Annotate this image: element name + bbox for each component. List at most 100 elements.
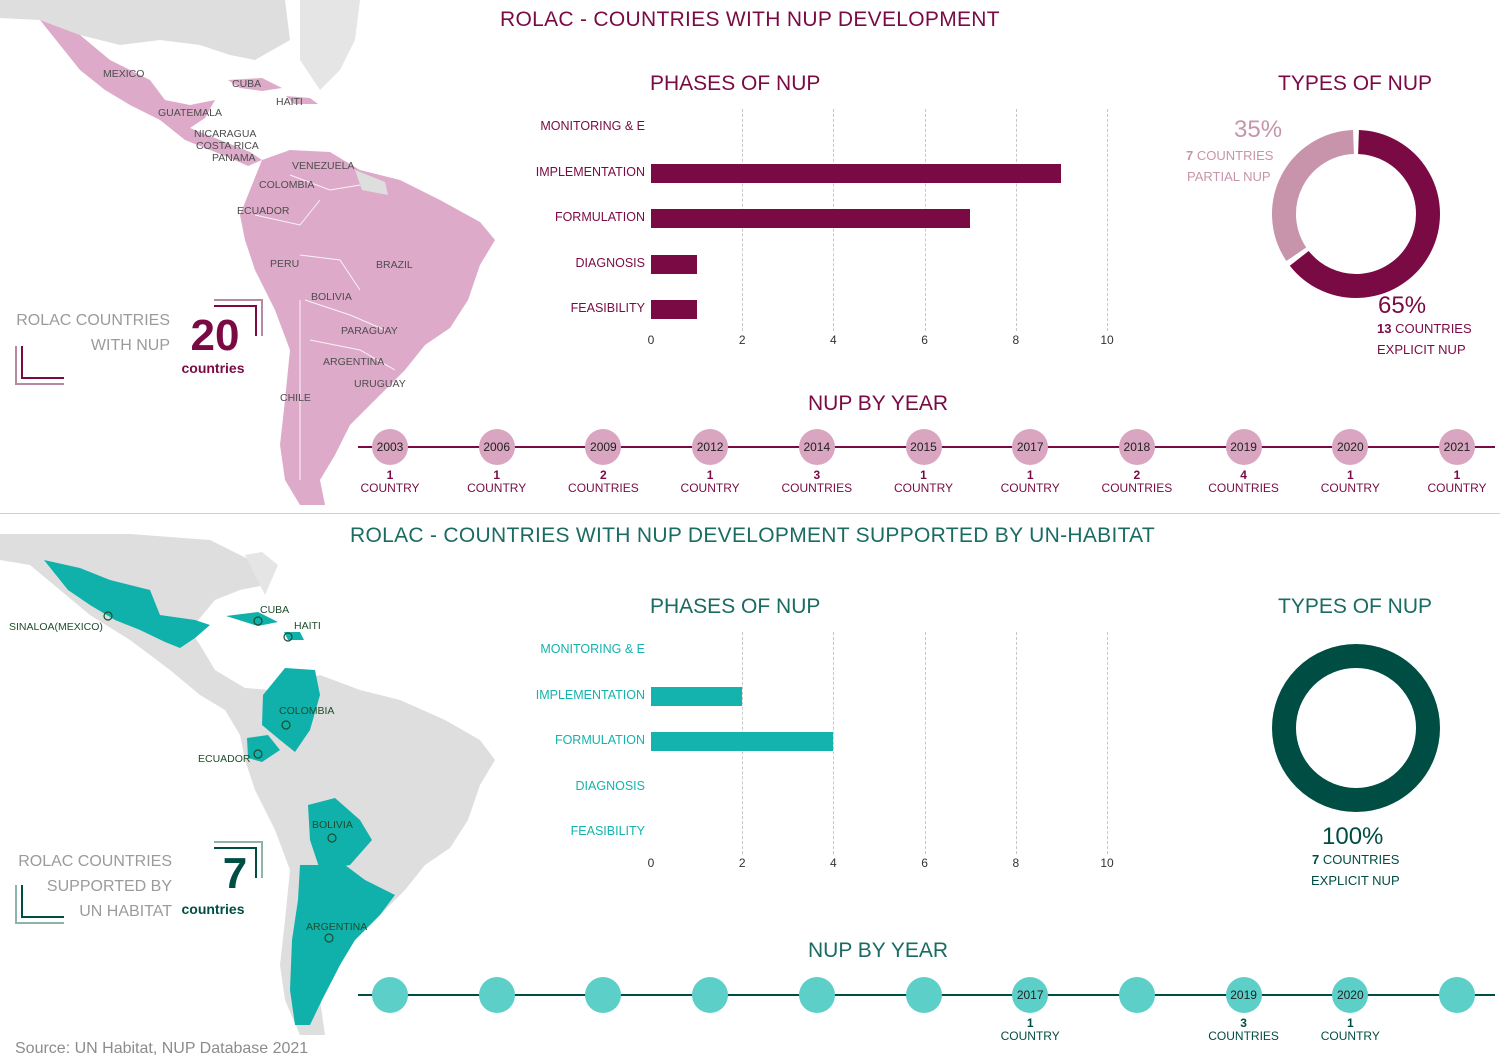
- year-count: 1 COUNTRY: [1305, 469, 1395, 495]
- map-label-costa-rica: COSTA RICA: [196, 140, 259, 152]
- year-count: 2 COUNTRIES: [1092, 469, 1182, 495]
- map-label-colombia: COLOMBIA: [259, 179, 315, 191]
- gridline: [1107, 109, 1108, 331]
- section-divider: [0, 513, 1500, 514]
- year-count-unit: COUNTRY: [1320, 1029, 1380, 1043]
- year-count-unit: COUNTRY: [1427, 481, 1487, 495]
- phase-bar: [651, 163, 1062, 183]
- year-dot: 2019: [1225, 429, 1262, 465]
- phase-bar: [651, 732, 834, 752]
- top-phases-title: PHASES OF NUP: [650, 72, 821, 95]
- top-types-title: TYPES OF NUP: [1278, 72, 1433, 95]
- year-count: 1 COUNTRY: [452, 469, 542, 495]
- map-label-colombia-b: COLOMBIA: [279, 705, 335, 717]
- year-count-unit: COUNTRY: [893, 481, 954, 495]
- top-partial-label: PARTIAL NUP: [1187, 169, 1271, 184]
- gridline: [1107, 632, 1108, 854]
- map-label-ecuador: ECUADOR: [237, 205, 290, 217]
- year-count: 2 COUNTRIES: [558, 469, 648, 495]
- bottom-explicit-count-num: 7: [1312, 852, 1320, 867]
- year-dot: 2017: [1012, 977, 1049, 1013]
- x-tick-label: 8: [1012, 333, 1020, 347]
- year-count: 3 COUNTRIES: [1199, 1017, 1289, 1043]
- x-tick-label: 10: [1100, 856, 1114, 870]
- x-tick-label: 10: [1100, 333, 1114, 347]
- phase-bar: [651, 254, 697, 274]
- year-dot: 2019: [1225, 977, 1262, 1013]
- bottom-map-argentina: [290, 865, 395, 1025]
- year-dot: 2020: [1332, 429, 1369, 465]
- year-count-num: 1: [1453, 468, 1461, 482]
- map-label-sinaloa: SINALOA(MEXICO): [9, 621, 103, 633]
- map-label-uruguay: URUGUAY: [354, 378, 406, 390]
- year-count: 1 COUNTRY: [985, 469, 1075, 495]
- top-count-line-1: ROLAC COUNTRIES: [16, 312, 170, 329]
- map-label-bolivia-b: BOLIVIA: [312, 819, 353, 831]
- phase-label: FORMULATION: [554, 210, 645, 225]
- year-count-num: 4: [1240, 468, 1247, 482]
- phase-label: DIAGNOSIS: [575, 778, 645, 793]
- bottom-map: [0, 534, 495, 1035]
- bottom-explicit-count-unit: COUNTRIES: [1322, 852, 1400, 867]
- south-america-shape: [240, 150, 495, 505]
- map-label-panama: PANAMA: [212, 152, 256, 164]
- year-count-unit: COUNTRIES: [781, 481, 853, 495]
- phase-label: FORMULATION: [554, 733, 645, 748]
- x-tick-label: 0: [647, 333, 655, 347]
- phase-label: IMPLEMENTATION: [535, 164, 645, 179]
- bottom-types-title: TYPES OF NUP: [1278, 595, 1433, 618]
- year-dot: [1439, 977, 1475, 1013]
- x-tick-label: 2: [738, 856, 746, 870]
- year-dot: [692, 977, 729, 1013]
- year-count: 1 COUNTRY: [1412, 469, 1500, 495]
- bottom-count-label: ROLAC COUNTRIES SUPPORTED BY UN HABITAT: [0, 849, 172, 924]
- top-count-line-2: WITH NUP: [90, 337, 170, 354]
- year-dot: 2018: [1118, 429, 1155, 465]
- map-label-guatemala: GUATEMALA: [158, 107, 222, 119]
- phase-label: MONITORING & E: [540, 642, 645, 656]
- year-count: 3 COUNTRIES: [772, 469, 862, 495]
- donut-slice: [1272, 130, 1355, 261]
- map-label-argentina-b: ARGENTINA: [306, 921, 368, 933]
- phase-label: IMPLEMENTATION: [535, 687, 645, 702]
- year-count: 1 COUNTRY: [985, 1017, 1075, 1043]
- top-corner-bracket-left: [15, 346, 64, 385]
- top-partial-count-unit: COUNTRIES: [1196, 148, 1274, 163]
- x-tick-label: 6: [921, 856, 928, 870]
- bottom-map-bolivia: [308, 798, 372, 870]
- year-count-unit: COUNTRIES: [1208, 481, 1279, 495]
- year-count: 1 COUNTRY: [665, 469, 755, 495]
- gridline: [833, 632, 835, 854]
- year-dot: 2017: [1012, 429, 1049, 465]
- top-count-label: ROLAC COUNTRIES WITH NUP: [0, 308, 170, 358]
- bottom-count-line-3: UN HABITAT: [79, 903, 172, 920]
- bottom-types-donut: [1272, 644, 1440, 812]
- year-count-num: 1: [1346, 468, 1354, 482]
- source-note: Source: UN Habitat, NUP Database 2021: [15, 1040, 309, 1057]
- top-explicit-count-unit: COUNTRIES: [1395, 321, 1472, 336]
- top-partial-count: 7 COUNTRIES: [1186, 145, 1273, 166]
- map-label-ecuador-b: ECUADOR: [198, 753, 251, 765]
- x-tick-label: 6: [921, 333, 928, 347]
- top-year-title: NUP BY YEAR: [808, 392, 949, 415]
- bottom-corner-bracket-left: [15, 885, 64, 924]
- bottom-count-line-2: SUPPORTED BY: [46, 878, 172, 895]
- mexico-central-america-shape: [40, 20, 262, 166]
- year-count: 1 COUNTRY: [879, 469, 969, 495]
- year-count-unit: COUNTRY: [360, 481, 420, 495]
- map-label-paraguay: PARAGUAY: [341, 325, 398, 337]
- year-count-num: 2: [600, 468, 607, 482]
- top-partial-count-num: 7: [1186, 148, 1194, 163]
- year-count-num: 1: [493, 468, 501, 482]
- map-label-haiti-b: HAITI: [294, 620, 321, 632]
- year-count-unit: COUNTRY: [1000, 481, 1060, 495]
- year-count-num: 2: [1133, 468, 1141, 482]
- bottom-year-title: NUP BY YEAR: [808, 939, 949, 962]
- phase-label: FEASIBILITY: [570, 824, 645, 839]
- map-label-argentina: ARGENTINA: [323, 356, 385, 368]
- bottom-count-line-1: ROLAC COUNTRIES: [18, 853, 172, 870]
- top-types-donut: [1272, 130, 1440, 298]
- map-label-cuba-b: CUBA: [260, 604, 290, 616]
- year-dot: 2009: [585, 429, 622, 465]
- year-count-num: 3: [813, 468, 821, 482]
